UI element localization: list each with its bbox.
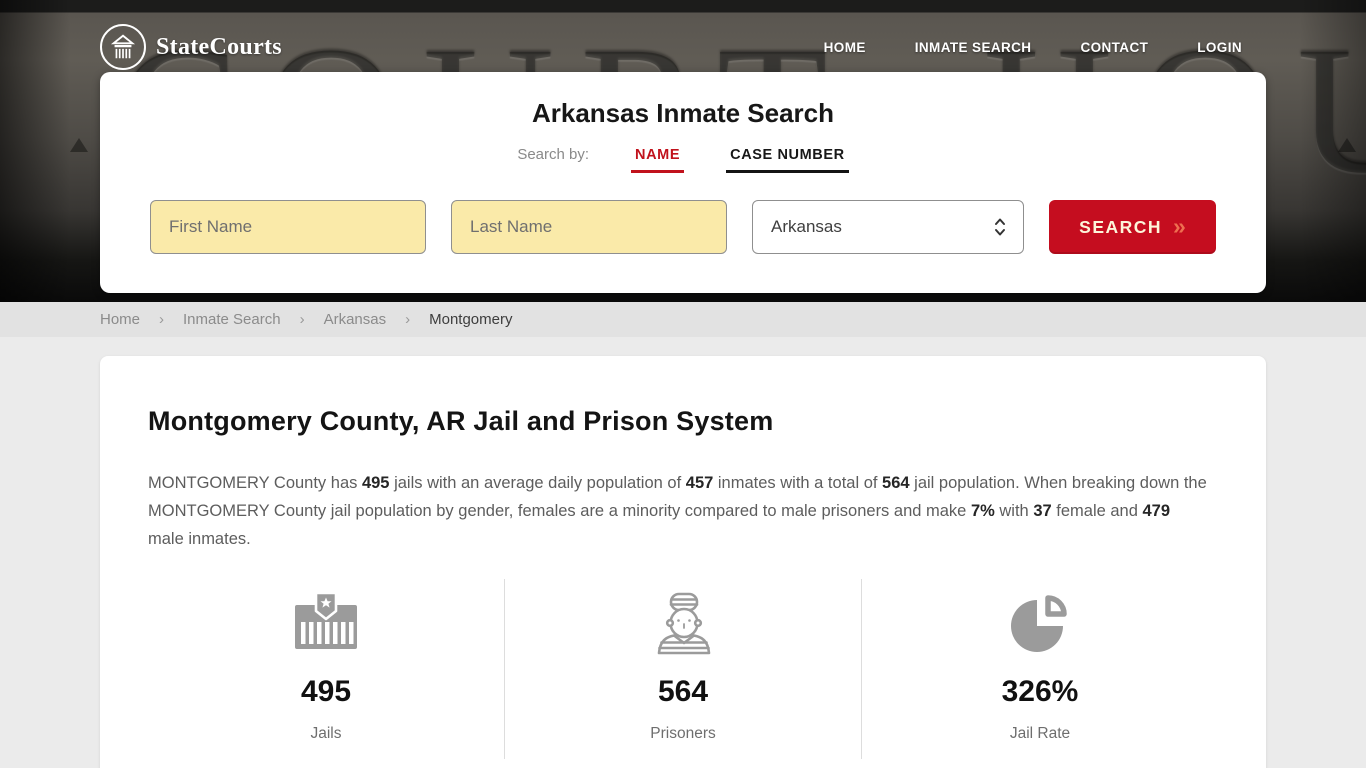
last-name-input[interactable] xyxy=(451,200,727,254)
breadcrumb-arkansas[interactable]: Arkansas xyxy=(323,311,387,328)
pie-chart-icon xyxy=(862,591,1218,659)
tab-case-number[interactable]: CASE NUMBER xyxy=(726,147,849,173)
frieze-triangle-icon xyxy=(70,138,88,152)
state-select[interactable]: Arkansas xyxy=(752,200,1024,254)
page-title: Montgomery County, AR Jail and Prison Sy… xyxy=(148,406,774,436)
main-nav: HOME INMATE SEARCH CONTACT LOGIN xyxy=(824,40,1242,55)
nav-inmate-search[interactable]: INMATE SEARCH xyxy=(914,39,1032,55)
breadcrumb: Home › Inmate Search › Arkansas › Montgo… xyxy=(0,302,1366,337)
stat-label: Jails xyxy=(310,725,342,742)
search-form: Arkansas SEARCH » xyxy=(150,200,1216,254)
stat-value: 564 xyxy=(657,675,709,708)
tab-name[interactable]: NAME xyxy=(631,147,685,173)
brand-logo[interactable]: StateCourts xyxy=(100,24,282,70)
county-stats: 495 Jails xyxy=(148,579,1218,759)
nav-contact[interactable]: CONTACT xyxy=(1080,39,1149,55)
main-content: Montgomery County, AR Jail and Prison Sy… xyxy=(0,337,1366,768)
courthouse-logo-icon xyxy=(100,24,146,70)
stat-label: Jail Rate xyxy=(1009,725,1071,742)
breadcrumb-home[interactable]: Home xyxy=(100,311,141,328)
stat-jail-rate: 326% Jail Rate xyxy=(861,579,1218,759)
stat-prisoners: 564 Prisoners xyxy=(504,579,861,759)
first-name-input[interactable] xyxy=(150,200,426,254)
chevron-right-icon: › xyxy=(159,311,165,328)
county-summary-paragraph: MONTGOMERY County has 495 jails with an … xyxy=(148,474,1207,548)
hero-header: COURT HOUSE StateCourts HOME INMATE SEAR… xyxy=(0,0,1366,302)
breadcrumb-inmate-search[interactable]: Inmate Search xyxy=(183,311,281,328)
search-button[interactable]: SEARCH » xyxy=(1049,200,1216,254)
jail-icon xyxy=(148,591,504,659)
frieze-triangle-icon xyxy=(1338,138,1356,152)
brand-name: StateCourts xyxy=(156,33,282,60)
stat-value: 495 xyxy=(300,675,352,708)
double-chevron-icon: » xyxy=(1173,212,1186,239)
breadcrumb-current: Montgomery xyxy=(429,311,513,328)
nav-login[interactable]: LOGIN xyxy=(1197,39,1242,55)
top-navigation: StateCourts HOME INMATE SEARCH CONTACT L… xyxy=(0,24,1366,70)
select-chevrons-icon xyxy=(991,216,1009,238)
search-panel-title: Arkansas Inmate Search xyxy=(531,98,835,128)
chevron-right-icon: › xyxy=(299,311,305,328)
stat-jails: 495 Jails xyxy=(148,579,504,759)
search-tabs: Search by: NAME CASE NUMBER xyxy=(150,146,1216,173)
search-by-label: Search by: xyxy=(517,146,590,163)
stat-value: 326% xyxy=(1001,675,1079,708)
state-select-value: Arkansas xyxy=(771,217,842,236)
prisoner-icon xyxy=(505,591,861,659)
stat-label: Prisoners xyxy=(650,725,716,742)
chevron-right-icon: › xyxy=(405,311,411,328)
inmate-search-panel: Arkansas Inmate Search Search by: NAME C… xyxy=(100,72,1266,293)
nav-home[interactable]: HOME xyxy=(823,39,866,55)
search-button-label: SEARCH xyxy=(1079,216,1163,237)
county-info-card: Montgomery County, AR Jail and Prison Sy… xyxy=(100,356,1266,768)
